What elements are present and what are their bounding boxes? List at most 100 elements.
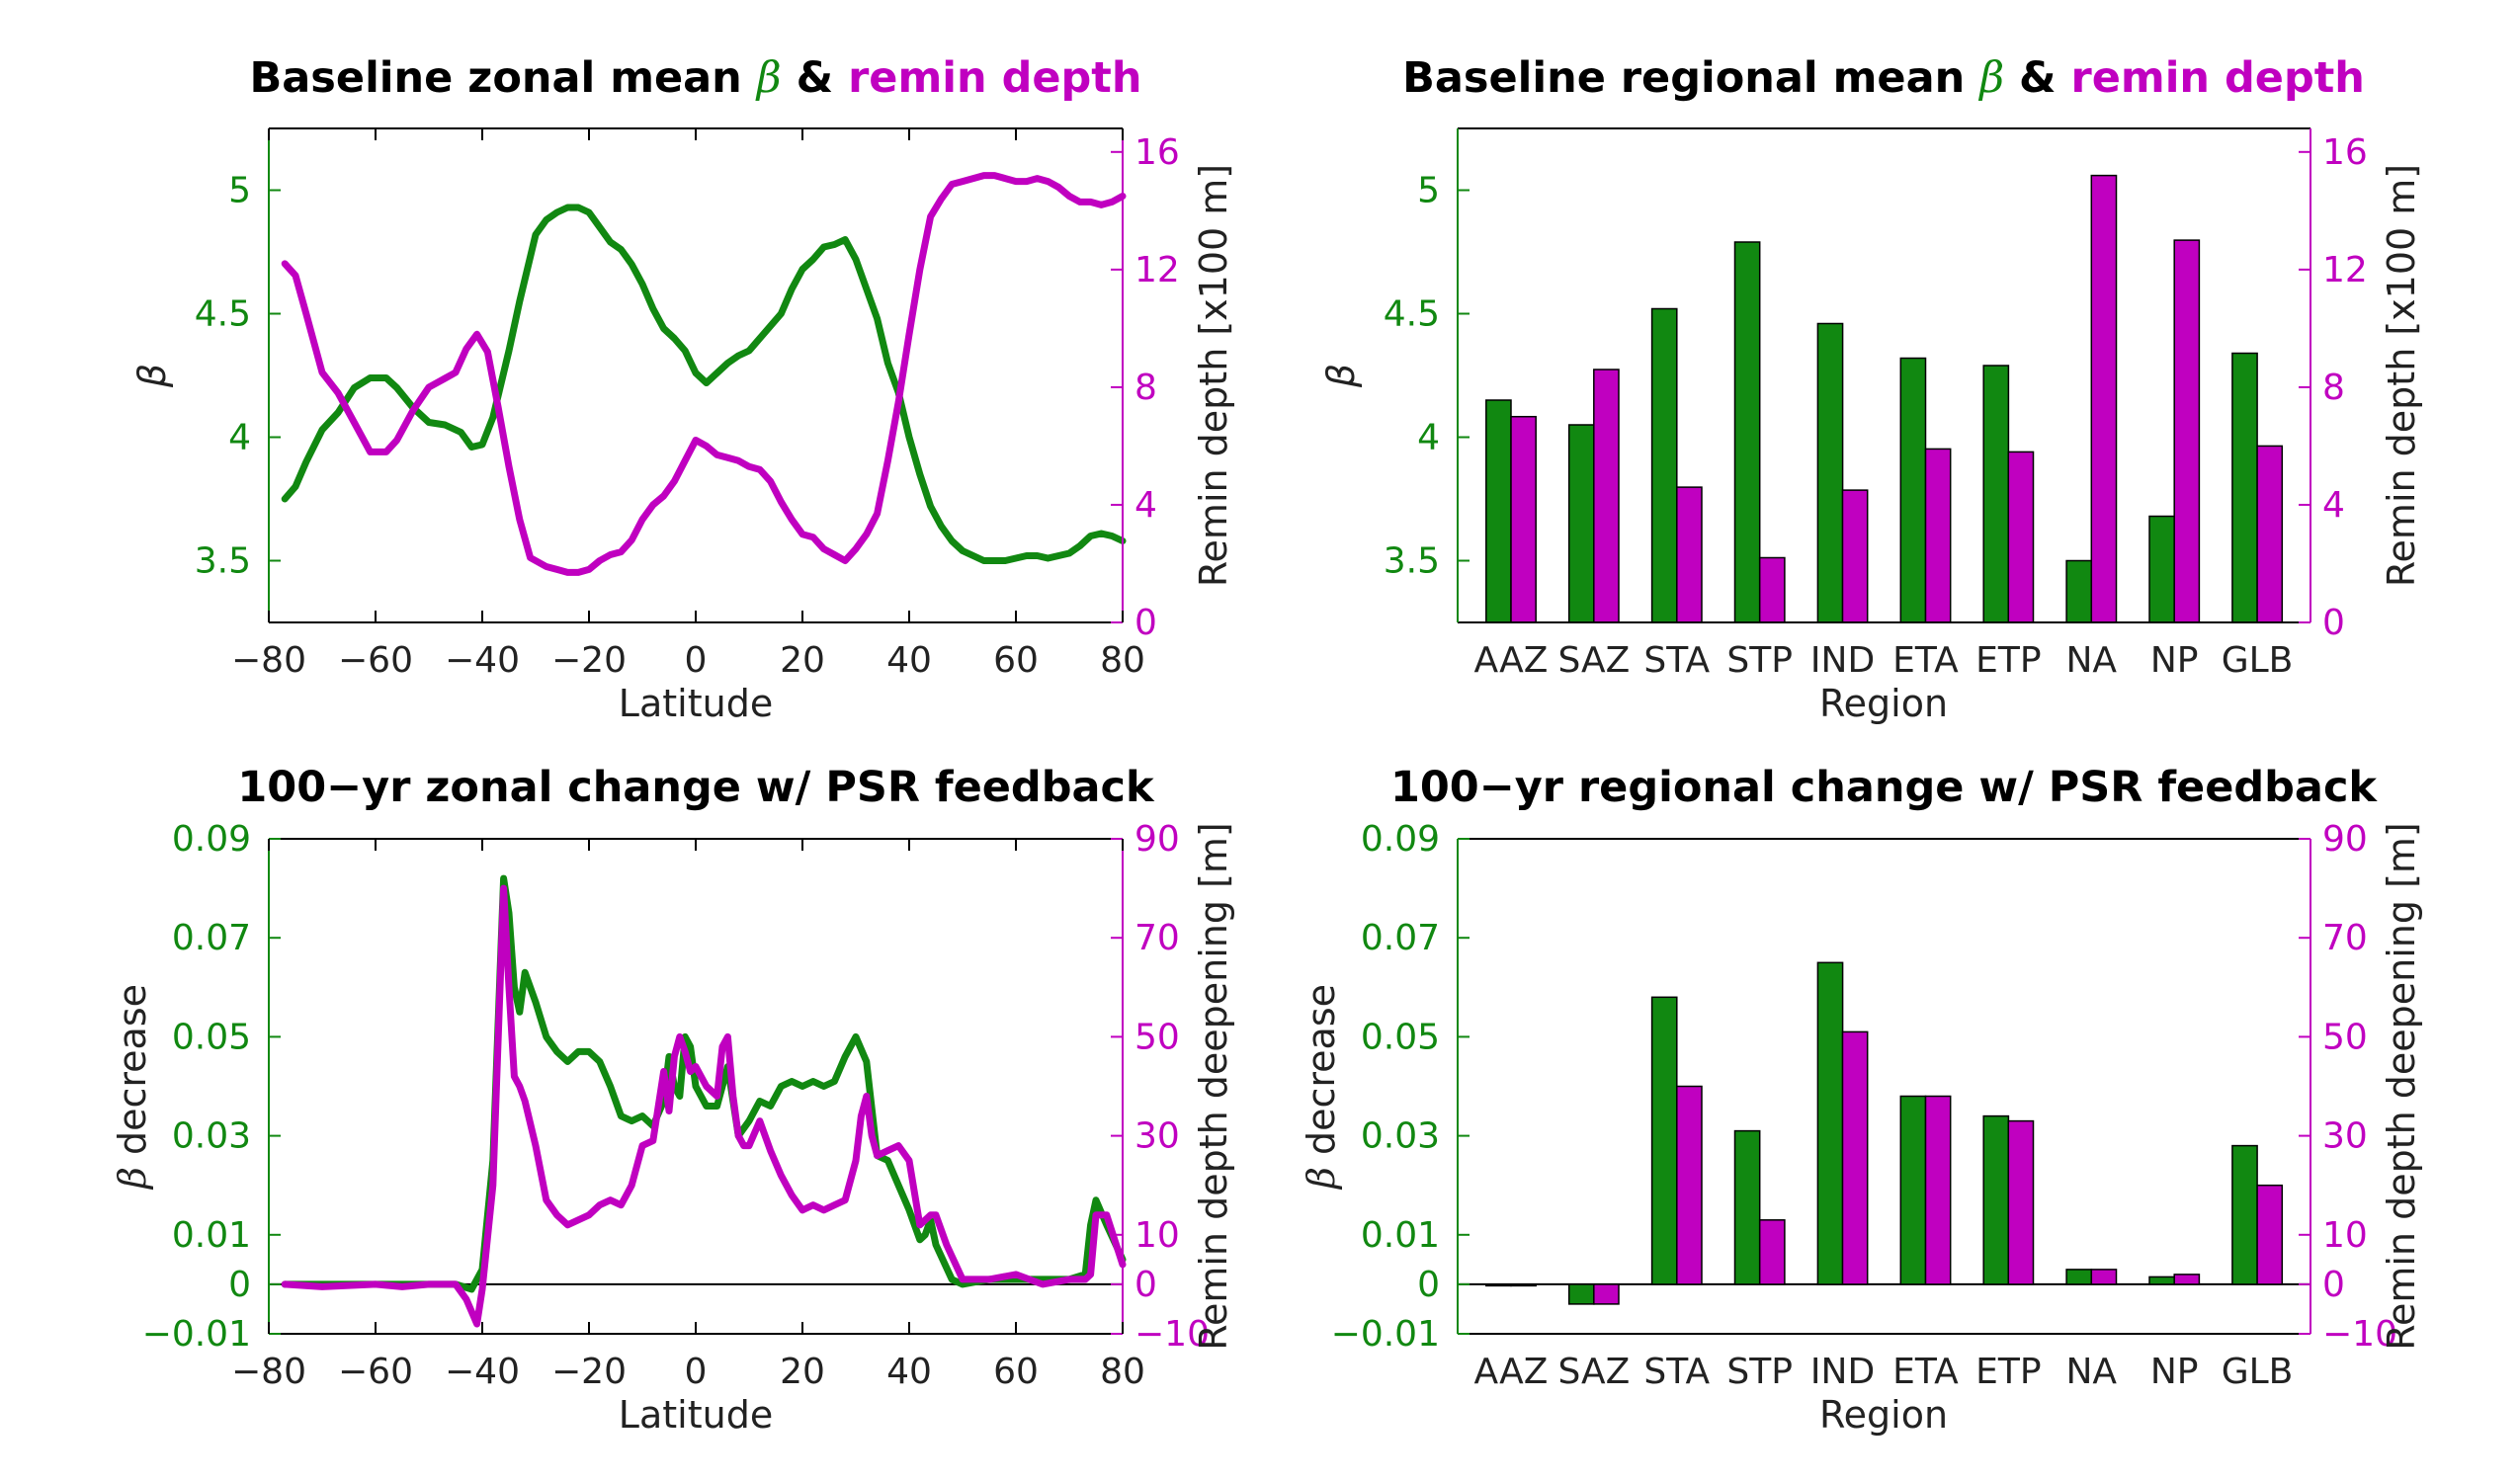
ytick-right-label: 0 — [1134, 1265, 1157, 1305]
bar-beta-GLB — [2231, 352, 2258, 623]
xtick-label: 60 — [993, 1352, 1039, 1392]
chart-title: Baseline zonal mean β & remin depth — [250, 53, 1142, 103]
ytick-left-label: 0.03 — [1361, 1116, 1440, 1157]
ytick-left-label: 0.07 — [172, 918, 251, 958]
ytick-left-label: 0 — [1417, 1265, 1440, 1305]
bar-remin-AAZ — [1510, 1283, 1537, 1287]
ytick-right-label: 4 — [2322, 485, 2345, 526]
xtick-label: NA — [2065, 640, 2117, 681]
title-part: remin depth — [2071, 53, 2365, 103]
bar-remin-NP — [2173, 239, 2201, 623]
bar-beta-STA — [1650, 307, 1678, 623]
xtick-label: −40 — [445, 1352, 520, 1392]
xtick-label: ETP — [1975, 1352, 2041, 1392]
title-part: 100−yr zonal change w/ PSR feedback — [237, 763, 1155, 812]
bar-remin-GLB — [2256, 1184, 2284, 1285]
y-axis-label-right: Remin depth deepening [m] — [1192, 822, 1235, 1350]
bar-beta-GLB — [2231, 1144, 2258, 1285]
xtick-label: STP — [1726, 640, 1793, 681]
title-part: 100−yr regional change w/ PSR feedback — [1390, 763, 2378, 812]
beta-symbol: β — [1300, 1167, 1343, 1191]
bar-beta-ETP — [1982, 365, 2010, 623]
ytick-left-label: 0 — [228, 1265, 251, 1305]
xtick-label: SAZ — [1557, 640, 1630, 681]
xtick-label: NP — [2150, 640, 2199, 681]
ytick-left-label: 0.01 — [1361, 1215, 1440, 1256]
bar-remin-NA — [2090, 1269, 2118, 1285]
xtick-label: −60 — [338, 1352, 413, 1392]
bar-beta-STA — [1650, 996, 1678, 1285]
series-line-remin — [281, 172, 1127, 576]
ytick-left-label: 5 — [228, 171, 251, 211]
xtick-label: IND — [1810, 640, 1875, 681]
xtick-label: GLB — [2222, 1352, 2294, 1392]
ytick-right-label: 70 — [1134, 918, 1180, 958]
xtick-label: 20 — [780, 1352, 825, 1392]
xtick-label: STP — [1726, 1352, 1793, 1392]
panel-p3: 100−yr zonal change w/ PSR feedback −0.01… — [111, 763, 1235, 1437]
xtick-label: AAZ — [1473, 1352, 1548, 1392]
bar-beta-NP — [2148, 1276, 2175, 1285]
ytick-right-label: 70 — [2322, 918, 2368, 958]
ytick-right-label: −10 — [1134, 1314, 1210, 1355]
x-axis-label: Latitude — [619, 1393, 773, 1437]
ytick-left-label: 4.5 — [195, 294, 251, 335]
chart-title: 100−yr zonal change w/ PSR feedback — [237, 763, 1155, 812]
bar-beta-ETA — [1899, 357, 1927, 623]
bar-remin-ETA — [1924, 448, 1952, 623]
ytick-right-label: 50 — [1134, 1017, 1180, 1057]
ytick-right-label: 4 — [1134, 485, 1157, 526]
bar-beta-IND — [1816, 322, 1844, 623]
ytick-right-label: 10 — [1134, 1215, 1180, 1256]
ytick-right-label: 90 — [1134, 819, 1180, 860]
y-axis-label-left: β decrease — [111, 984, 154, 1191]
ytick-left-label: 5 — [1417, 171, 1440, 211]
ytick-left-label: −0.01 — [142, 1314, 251, 1355]
series-line-beta — [281, 204, 1127, 564]
bar-remin-ETP — [2007, 1119, 2035, 1285]
xtick-label: SAZ — [1557, 1352, 1630, 1392]
y-axis-label-right: Remin depth [x100 m] — [1192, 164, 1235, 587]
ytick-right-label: 12 — [1134, 250, 1180, 290]
xtick-label: 0 — [685, 640, 708, 681]
series-line-remin — [281, 884, 1127, 1328]
xtick-label: 20 — [780, 640, 825, 681]
ytick-right-label: 0 — [2322, 603, 2345, 643]
xtick-label: 80 — [1100, 1352, 1145, 1392]
y-axis-label-left: β — [1319, 364, 1363, 388]
ytick-right-label: 0 — [1134, 603, 1157, 643]
bar-beta-ETA — [1899, 1095, 1927, 1285]
ytick-right-label: 50 — [2322, 1017, 2368, 1057]
bar-remin-IND — [1841, 1030, 1869, 1285]
ytick-right-label: 16 — [1134, 132, 1180, 173]
y-axis-label-right: Remin depth deepening [m] — [2380, 822, 2423, 1350]
xtick-label: STA — [1643, 640, 1710, 681]
bar-beta-SAZ — [1567, 1283, 1595, 1305]
title-part: & — [782, 53, 848, 103]
xtick-label: NA — [2065, 1352, 2117, 1392]
xtick-label: STA — [1643, 1352, 1710, 1392]
bar-remin-SAZ — [1593, 1283, 1620, 1305]
bar-remin-STA — [1676, 486, 1703, 623]
xtick-label: −20 — [551, 640, 627, 681]
xtick-label: −60 — [338, 640, 413, 681]
bar-beta-STP — [1733, 241, 1761, 623]
bar-remin-STA — [1676, 1085, 1703, 1285]
xtick-label: 60 — [993, 640, 1039, 681]
title-part: remin depth — [848, 53, 1141, 103]
bar-remin-STP — [1758, 1219, 1786, 1285]
xtick-label: −80 — [231, 1352, 306, 1392]
xtick-label: −40 — [445, 640, 520, 681]
bar-remin-NP — [2173, 1274, 2201, 1285]
xtick-label: −80 — [231, 640, 306, 681]
ytick-left-label: 0.05 — [172, 1017, 251, 1057]
title-part: Baseline zonal mean — [250, 53, 757, 103]
ytick-right-label: 90 — [2322, 819, 2368, 860]
y-axis-label-left: β decrease — [1300, 984, 1343, 1191]
y-label-suffix: decrease — [1300, 984, 1343, 1167]
xtick-label: GLB — [2222, 640, 2294, 681]
ytick-left-label: 0.03 — [172, 1116, 251, 1157]
ytick-left-label: 0.05 — [1361, 1017, 1440, 1057]
chart-title: 100−yr regional change w/ PSR feedback — [1390, 763, 2378, 812]
